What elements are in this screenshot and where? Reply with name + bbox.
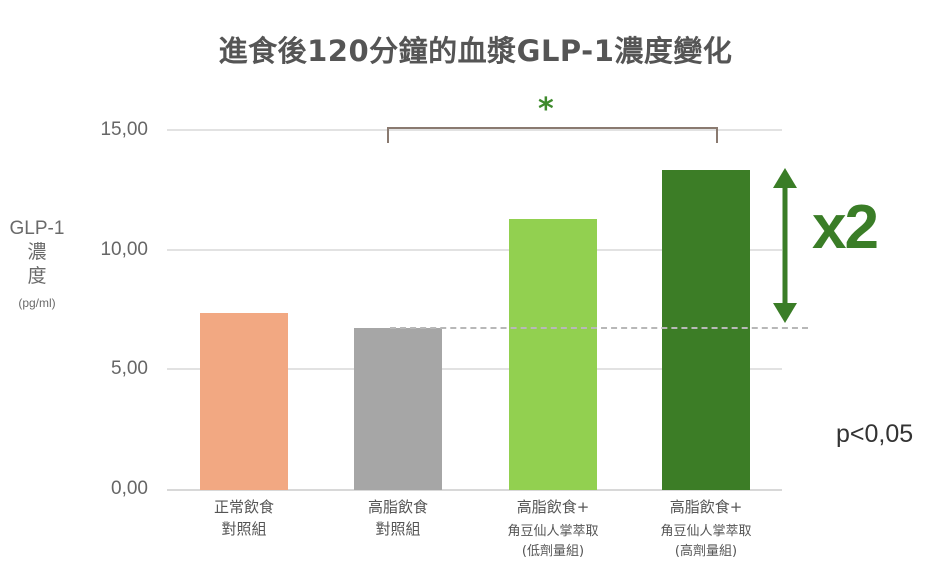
y-axis-label-line1: GLP-1 bbox=[9, 218, 65, 239]
x-category-2-line1: 高脂飲食 bbox=[367, 498, 428, 516]
reference-line bbox=[390, 327, 808, 329]
bar-high-fat-low-dose bbox=[509, 219, 597, 490]
x-category-2-line2: 對照組 bbox=[375, 520, 421, 538]
y-tick-5: 5,00 bbox=[111, 358, 148, 379]
x-category-3-line3: (低劑量組) bbox=[521, 544, 585, 559]
x-category-1: 正常飲食 對照組 bbox=[169, 496, 319, 540]
x-axis-baseline bbox=[167, 489, 782, 491]
gridline-15 bbox=[167, 129, 782, 131]
double-arrow-icon bbox=[773, 168, 797, 323]
bar-normal-diet-control bbox=[200, 313, 288, 490]
x-category-3-line2: 角豆仙人掌萃取 bbox=[507, 524, 599, 539]
y-tick-10: 10,00 bbox=[100, 239, 148, 260]
gridline-10 bbox=[167, 249, 782, 251]
gridline-5 bbox=[167, 368, 782, 370]
x-category-4: 高脂飲食+ 角豆仙人掌萃取 (高劑量組) bbox=[631, 496, 781, 562]
y-axis-label: GLP-1 濃 度 (pg/ml) bbox=[0, 218, 74, 310]
x-category-1-line2: 對照組 bbox=[221, 520, 267, 538]
significance-bracket bbox=[387, 127, 718, 143]
x-category-3: 高脂飲食+ 角豆仙人掌萃取 (低劑量組) bbox=[478, 496, 628, 562]
significance-star: * bbox=[538, 92, 554, 127]
x-category-4-line1: 高脂飲食+ bbox=[669, 498, 743, 516]
x-category-4-line2: 角豆仙人掌萃取 bbox=[660, 524, 752, 539]
y-tick-15: 15,00 bbox=[100, 119, 148, 140]
x-category-2: 高脂飲食 對照組 bbox=[323, 496, 473, 540]
x-category-4-line3: (高劑量組) bbox=[674, 544, 738, 559]
multiplier-label: x2 bbox=[812, 193, 879, 262]
y-axis-label-line2: 濃 bbox=[27, 241, 47, 263]
chart-title: 進食後120分鐘的血漿GLP-1濃度變化 bbox=[218, 34, 733, 68]
bar-high-fat-control bbox=[354, 328, 442, 490]
y-axis-unit: (pg/ml) bbox=[18, 296, 56, 310]
p-value-label: p<0,05 bbox=[836, 420, 914, 448]
y-tick-0: 0,00 bbox=[111, 478, 148, 499]
y-axis-label-line3: 度 bbox=[27, 265, 47, 287]
bar-high-fat-high-dose bbox=[662, 170, 750, 490]
x-category-3-line1: 高脂飲食+ bbox=[516, 498, 590, 516]
x-category-1-line1: 正常飲食 bbox=[213, 498, 274, 516]
